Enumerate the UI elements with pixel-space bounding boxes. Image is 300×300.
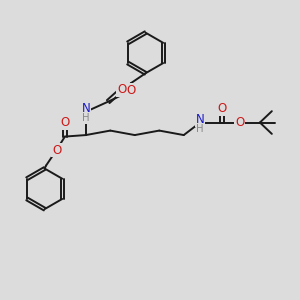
Text: O: O [60,116,70,129]
Text: O: O [52,143,61,157]
Text: N: N [196,113,205,126]
Text: O: O [117,83,126,96]
Text: O: O [126,84,135,98]
Text: O: O [217,102,226,115]
Text: N: N [81,102,90,115]
Text: H: H [82,113,89,123]
Text: H: H [196,124,204,134]
Text: O: O [235,116,244,129]
